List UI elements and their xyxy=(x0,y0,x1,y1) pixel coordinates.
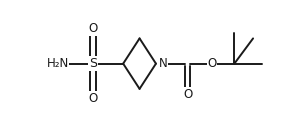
Text: O: O xyxy=(88,92,97,105)
Text: O: O xyxy=(88,22,97,35)
Text: S: S xyxy=(89,57,97,70)
Text: O: O xyxy=(207,57,217,70)
Text: O: O xyxy=(183,88,192,101)
Text: H₂N: H₂N xyxy=(47,57,69,70)
Text: N: N xyxy=(159,57,167,70)
